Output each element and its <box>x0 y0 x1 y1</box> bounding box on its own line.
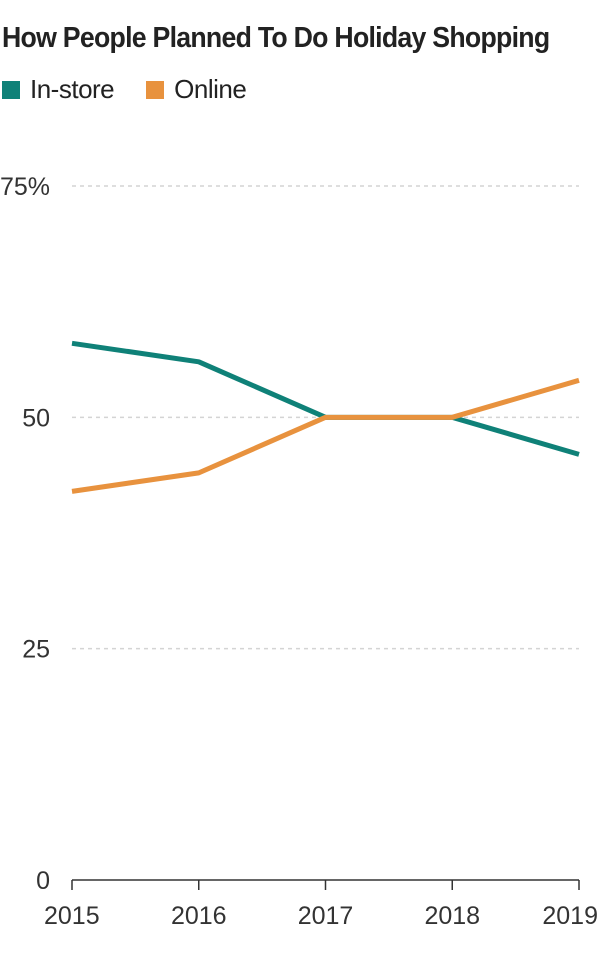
legend-label-online: Online <box>174 74 247 104</box>
series-line-in-store <box>71 340 580 457</box>
x-tick-label: 2015 <box>44 902 100 930</box>
chart-title: How People Planned To Do Holiday Shoppin… <box>2 22 550 54</box>
legend-item-online: Online <box>146 74 247 105</box>
x-tick-label: 2016 <box>171 902 227 930</box>
legend-label-in-store: In-store <box>30 74 115 104</box>
legend-swatch-online <box>146 80 165 99</box>
x-tick-label: 2019 <box>542 902 598 930</box>
legend-swatch-in-store <box>2 80 20 99</box>
legend-item-in-store: In-store <box>2 74 115 105</box>
y-tick-label: 25 <box>22 636 50 664</box>
y-tick-label: 0 <box>36 867 50 895</box>
y-tick-label: 50 <box>22 404 50 432</box>
x-tick-label: 2018 <box>424 902 480 930</box>
y-tick-label: 75% <box>0 173 50 201</box>
x-tick-label: 2017 <box>298 902 354 930</box>
legend: In-store Online <box>2 74 278 105</box>
series-line-online <box>71 377 580 494</box>
